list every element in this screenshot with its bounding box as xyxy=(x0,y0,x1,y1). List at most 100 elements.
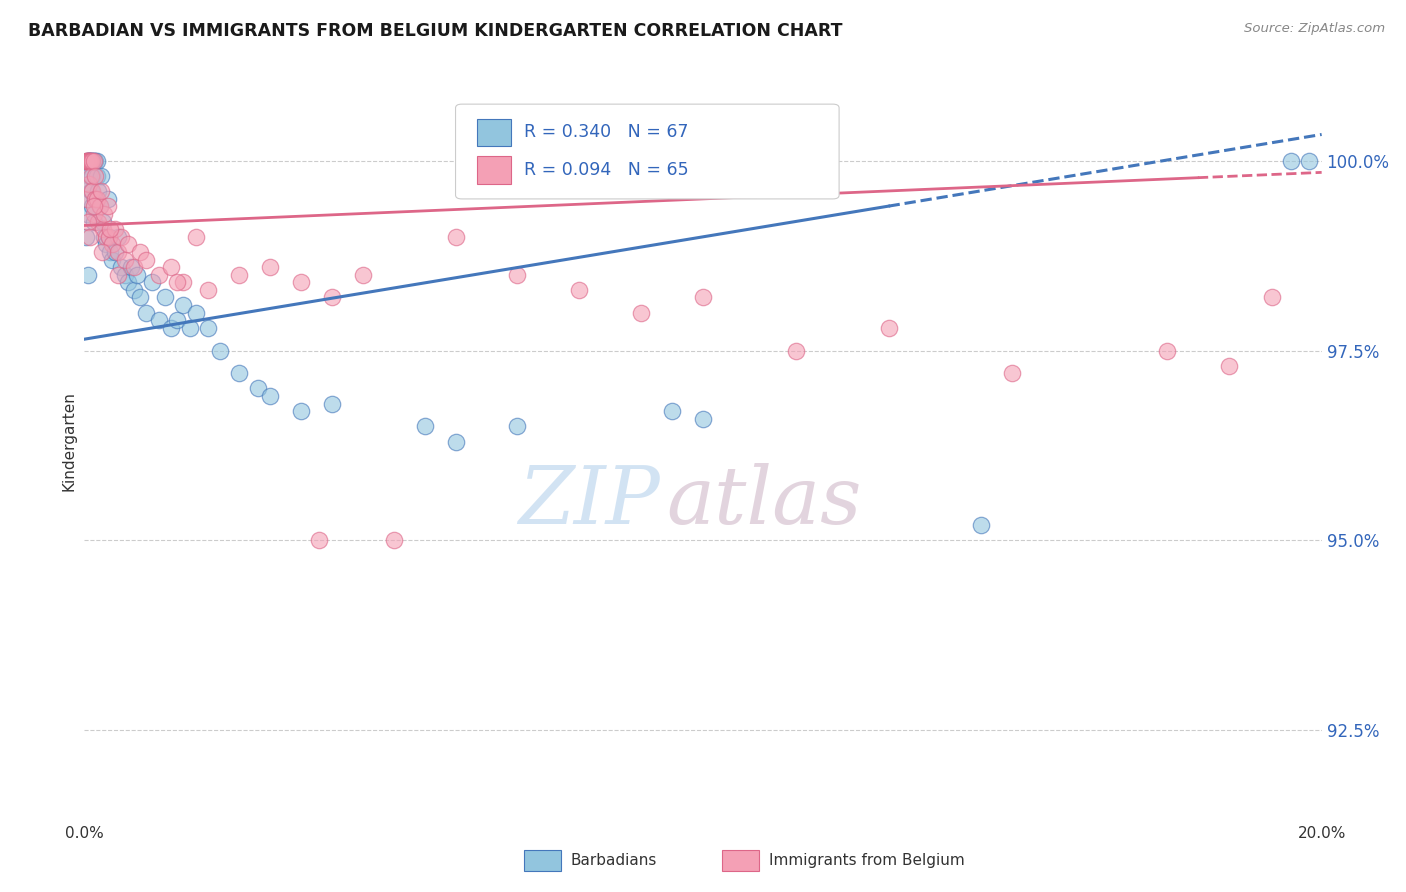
Text: Source: ZipAtlas.com: Source: ZipAtlas.com xyxy=(1244,22,1385,36)
Point xyxy=(120,260,142,275)
Point xyxy=(785,343,807,358)
Point xyxy=(125,268,148,282)
Point xyxy=(129,245,152,260)
Point xyxy=(228,268,250,282)
Point xyxy=(444,230,467,244)
Point xyxy=(77,154,100,169)
Point xyxy=(141,276,163,290)
Point xyxy=(153,291,176,305)
Point xyxy=(98,230,121,244)
Point xyxy=(79,154,101,169)
Point xyxy=(86,169,108,184)
Point xyxy=(83,154,105,169)
Point xyxy=(444,434,467,449)
Point xyxy=(114,252,136,267)
Point xyxy=(290,276,312,290)
Point xyxy=(94,237,117,252)
Bar xyxy=(477,156,512,184)
Point xyxy=(79,177,101,191)
Point xyxy=(568,283,591,297)
Point xyxy=(110,260,132,275)
Point xyxy=(76,154,98,169)
Bar xyxy=(523,850,561,871)
Point xyxy=(84,192,107,206)
Point xyxy=(90,245,112,260)
Point xyxy=(506,419,529,434)
Point xyxy=(82,169,104,184)
Point xyxy=(76,154,98,169)
Point xyxy=(1156,343,1178,358)
Point xyxy=(80,154,103,169)
Point xyxy=(1218,359,1240,373)
Point xyxy=(321,291,343,305)
Point xyxy=(79,154,101,169)
Point xyxy=(135,306,157,320)
Point xyxy=(101,252,124,267)
Point xyxy=(76,207,98,221)
Point xyxy=(321,397,343,411)
Point xyxy=(129,291,152,305)
Point xyxy=(77,154,100,169)
Point xyxy=(79,154,101,169)
Point xyxy=(93,230,115,244)
Point xyxy=(91,215,114,229)
Point xyxy=(352,268,374,282)
Point xyxy=(661,404,683,418)
Point xyxy=(80,154,103,169)
FancyBboxPatch shape xyxy=(456,104,839,199)
Point xyxy=(86,192,108,206)
Point xyxy=(1261,291,1284,305)
Point xyxy=(93,207,115,221)
Point xyxy=(79,169,101,184)
Point xyxy=(80,154,103,169)
Point xyxy=(77,169,100,184)
Point xyxy=(184,230,207,244)
Point xyxy=(506,268,529,282)
Point xyxy=(107,268,129,282)
Point xyxy=(1298,154,1320,169)
Point xyxy=(104,245,127,260)
Point xyxy=(148,268,170,282)
Point xyxy=(172,298,194,312)
Point xyxy=(77,154,100,169)
Point xyxy=(89,200,111,214)
Point xyxy=(79,230,101,244)
Point xyxy=(184,306,207,320)
Point xyxy=(179,321,201,335)
Text: R = 0.340   N = 67: R = 0.340 N = 67 xyxy=(523,123,688,141)
Point xyxy=(166,276,188,290)
Point xyxy=(246,382,269,396)
Point xyxy=(107,230,129,244)
Point xyxy=(877,321,900,335)
Point xyxy=(122,283,145,297)
Point xyxy=(114,268,136,282)
Point xyxy=(117,276,139,290)
Point xyxy=(148,313,170,327)
Point xyxy=(110,230,132,244)
Point xyxy=(86,154,108,169)
Point xyxy=(630,306,652,320)
Point xyxy=(79,154,101,169)
Point xyxy=(87,185,110,199)
Point xyxy=(259,389,281,403)
Point xyxy=(91,222,114,236)
Point xyxy=(135,252,157,267)
Text: Immigrants from Belgium: Immigrants from Belgium xyxy=(769,854,965,868)
Point xyxy=(209,343,232,358)
Point xyxy=(87,215,110,229)
Text: ZIP: ZIP xyxy=(517,464,659,541)
Point xyxy=(76,192,98,206)
Point xyxy=(75,154,97,169)
Point xyxy=(172,276,194,290)
Point xyxy=(79,154,101,169)
Point xyxy=(197,321,219,335)
Point xyxy=(98,222,121,236)
Point xyxy=(97,192,120,206)
Point xyxy=(84,154,107,169)
Point xyxy=(90,185,112,199)
Point xyxy=(83,154,105,169)
Point xyxy=(160,260,183,275)
Point xyxy=(1279,154,1302,169)
Point xyxy=(83,154,105,169)
Text: R = 0.094   N = 65: R = 0.094 N = 65 xyxy=(523,161,688,179)
